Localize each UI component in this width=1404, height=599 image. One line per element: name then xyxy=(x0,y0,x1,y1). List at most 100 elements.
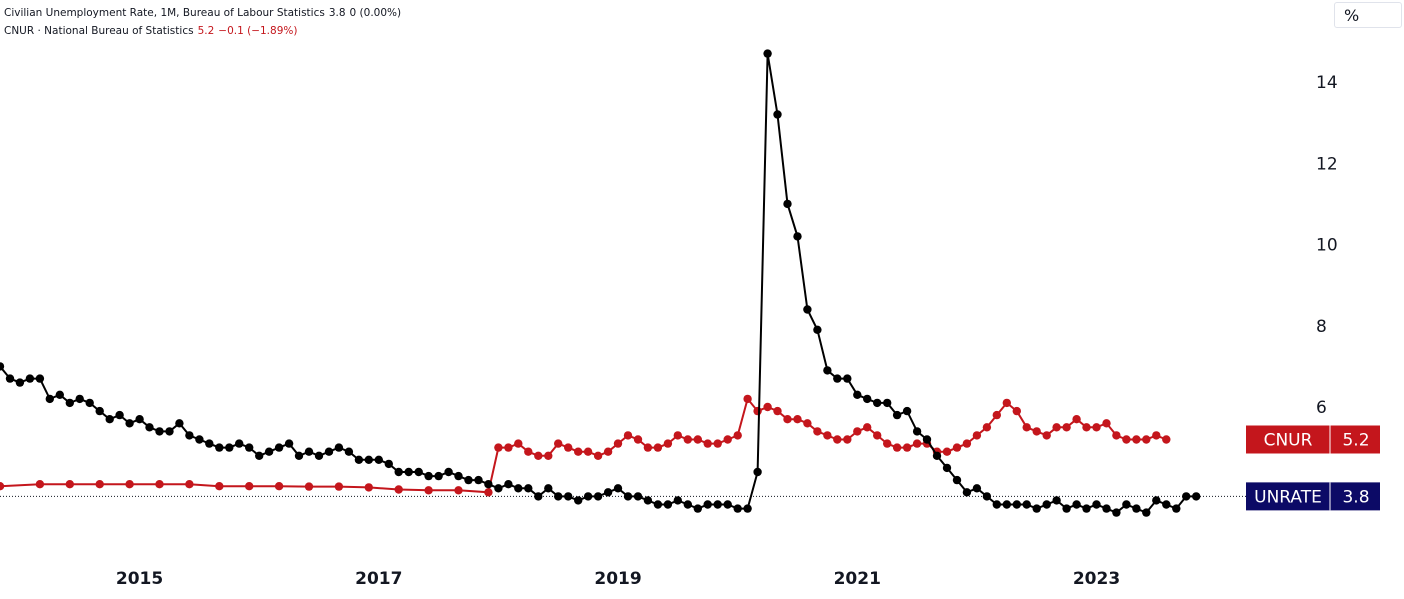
unrate-point[interactable] xyxy=(484,480,493,489)
cnur-point[interactable] xyxy=(304,482,314,491)
unrate-point[interactable] xyxy=(823,366,832,375)
unrate-point[interactable] xyxy=(75,394,84,404)
unrate-point[interactable] xyxy=(294,451,304,460)
unrate-point[interactable] xyxy=(1072,500,1081,509)
unrate-point[interactable] xyxy=(1102,504,1111,513)
cnur-point[interactable] xyxy=(1012,406,1021,416)
unrate-point[interactable] xyxy=(424,471,433,481)
cnur-point[interactable] xyxy=(653,443,663,452)
unrate-point[interactable] xyxy=(175,419,184,428)
cnur-point[interactable] xyxy=(603,447,613,456)
cnur-point[interactable] xyxy=(663,439,673,448)
unrate-point[interactable] xyxy=(95,406,104,416)
unrate-point[interactable] xyxy=(205,439,214,448)
cnur-point[interactable] xyxy=(514,439,523,448)
cnur-point[interactable] xyxy=(843,435,852,444)
cnur-point[interactable] xyxy=(1142,435,1151,444)
unrate-point[interactable] xyxy=(215,443,224,452)
cnur-point[interactable] xyxy=(583,447,593,456)
unrate-point[interactable] xyxy=(534,492,543,501)
unrate-point[interactable] xyxy=(813,325,822,334)
cnur-point[interactable] xyxy=(853,427,862,436)
unrate-point[interactable] xyxy=(673,496,682,505)
cnur-point[interactable] xyxy=(125,480,134,489)
unrate-point[interactable] xyxy=(932,451,942,460)
unrate-point[interactable] xyxy=(514,484,523,493)
cnur-point[interactable] xyxy=(484,488,493,497)
cnur-point[interactable] xyxy=(1132,435,1141,444)
unrate-point[interactable] xyxy=(1032,504,1041,513)
unrate-point[interactable] xyxy=(663,500,673,509)
unrate-point[interactable] xyxy=(853,390,862,399)
unrate-point[interactable] xyxy=(0,362,5,371)
cnur-point[interactable] xyxy=(1102,419,1111,428)
unrate-point[interactable] xyxy=(992,500,1001,509)
unrate-point[interactable] xyxy=(863,394,872,404)
cnur-point[interactable] xyxy=(454,486,463,495)
cnur-point[interactable] xyxy=(863,423,872,432)
unrate-point[interactable] xyxy=(1132,504,1141,513)
unrate-point[interactable] xyxy=(384,459,393,469)
cnur-point[interactable] xyxy=(245,482,254,491)
unrate-point[interactable] xyxy=(255,451,264,460)
unrate-point[interactable] xyxy=(284,439,294,448)
unrate-point[interactable] xyxy=(653,500,663,509)
cnur-point[interactable] xyxy=(504,443,513,452)
unrate-point[interactable] xyxy=(1082,504,1091,513)
unrate-point[interactable] xyxy=(304,447,314,456)
unrate-point[interactable] xyxy=(55,390,64,399)
unrate-point[interactable] xyxy=(245,443,254,452)
cnur-point[interactable] xyxy=(793,415,802,424)
unrate-point[interactable] xyxy=(683,500,692,509)
cnur-point[interactable] xyxy=(544,451,553,460)
cnur-point[interactable] xyxy=(723,435,732,444)
unrate-point[interactable] xyxy=(225,443,234,452)
cnur-point[interactable] xyxy=(1152,431,1161,440)
cnur-point[interactable] xyxy=(753,406,762,416)
unrate-point[interactable] xyxy=(274,443,284,452)
cnur-point[interactable] xyxy=(623,431,633,440)
unrate-point[interactable] xyxy=(843,374,852,383)
unrate-point[interactable] xyxy=(833,374,842,383)
unrate-point[interactable] xyxy=(195,435,204,444)
unrate-point[interactable] xyxy=(235,439,244,448)
unrate-point[interactable] xyxy=(753,467,762,477)
cnur-point[interactable] xyxy=(1082,423,1091,432)
cnur-point[interactable] xyxy=(703,439,712,448)
unrate-point[interactable] xyxy=(185,431,194,440)
cnur-point[interactable] xyxy=(574,447,583,456)
cnur-point[interactable] xyxy=(892,443,902,452)
unrate-point[interactable] xyxy=(504,480,513,489)
cnur-point[interactable] xyxy=(813,427,822,436)
cnur-point[interactable] xyxy=(215,482,224,491)
unrate-point[interactable] xyxy=(583,492,593,501)
cnur-point[interactable] xyxy=(274,482,284,491)
cnur-point[interactable] xyxy=(803,419,812,428)
cnur-point[interactable] xyxy=(633,435,643,444)
cnur-point[interactable] xyxy=(1042,431,1051,440)
unrate-point[interactable] xyxy=(155,427,164,436)
cnur-point[interactable] xyxy=(902,443,912,452)
cnur-point[interactable] xyxy=(693,435,702,444)
unrate-point[interactable] xyxy=(1062,504,1071,513)
unrate-point[interactable] xyxy=(743,504,752,513)
cnur-point[interactable] xyxy=(95,480,104,489)
unrate-point[interactable] xyxy=(125,419,134,428)
cnur-point[interactable] xyxy=(1162,435,1171,444)
unrate-point[interactable] xyxy=(603,488,613,497)
unrate-point[interactable] xyxy=(544,484,553,493)
unrate-point[interactable] xyxy=(783,199,792,209)
unrate-point[interactable] xyxy=(1152,496,1161,505)
cnur-point[interactable] xyxy=(185,480,194,489)
cnur-point[interactable] xyxy=(364,483,373,492)
cnur-point[interactable] xyxy=(1112,431,1121,440)
unrate-point[interactable] xyxy=(962,488,972,497)
unrate-point[interactable] xyxy=(773,110,782,119)
unrate-point[interactable] xyxy=(803,305,812,314)
unrate-point[interactable] xyxy=(434,471,443,481)
unrate-point[interactable] xyxy=(15,378,25,387)
unrate-point[interactable] xyxy=(982,492,992,501)
unrate-point[interactable] xyxy=(145,423,154,432)
unrate-point[interactable] xyxy=(633,492,643,501)
